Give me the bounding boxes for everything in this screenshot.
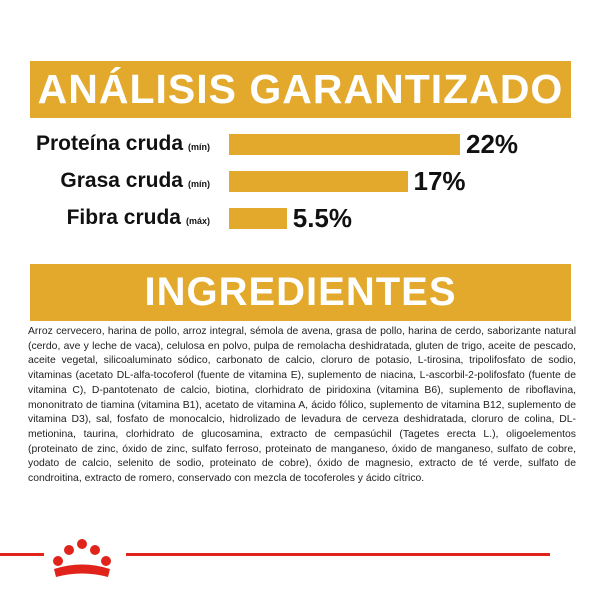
nutrient-row-fat: Grasa cruda (mín) 17% [0, 164, 600, 198]
ingredients-title: INGREDIENTES [144, 270, 457, 314]
nutrient-bar-protein [229, 134, 460, 155]
nutrient-qualifier: (mín) [188, 179, 210, 189]
nutrient-label-fat: Grasa cruda (mín) [60, 164, 210, 198]
nutrient-qualifier: (mín) [188, 142, 210, 152]
nutrient-label-fiber: Fibra cruda (máx) [67, 201, 210, 235]
nutrient-bar-fiber [229, 208, 287, 229]
nutrient-name: Proteína cruda [35, 132, 183, 155]
footer-red-line-right [126, 553, 550, 556]
nutrient-bar-fat [229, 171, 408, 192]
nutrient-value-protein: 22% [466, 129, 519, 159]
nutrient-name: Grasa cruda [60, 169, 183, 192]
ingredients-title-banner: INGREDIENTES [30, 264, 571, 321]
analysis-title-banner: ANÁLISIS GARANTIZADO [30, 61, 571, 118]
nutrient-row-protein: Proteína cruda (mín) 22% [0, 127, 600, 161]
crown-logo-icon [53, 539, 111, 577]
analysis-title: ANÁLISIS GARANTIZADO [37, 66, 564, 112]
nutrient-value-fiber: 5.5% [292, 203, 353, 233]
ingredients-text: Arroz cervecero, harina de pollo, arroz … [28, 326, 576, 485]
nutrient-row-fiber: Fibra cruda (máx) 5.5% [0, 201, 600, 235]
nutrient-qualifier: (máx) [185, 216, 210, 226]
nutrient-label-protein: Proteína cruda (mín) [36, 127, 210, 161]
nutrient-value-fat: 17% [413, 166, 466, 196]
nutrient-name: Fibra cruda [66, 206, 181, 229]
footer-red-line-left [0, 553, 44, 556]
